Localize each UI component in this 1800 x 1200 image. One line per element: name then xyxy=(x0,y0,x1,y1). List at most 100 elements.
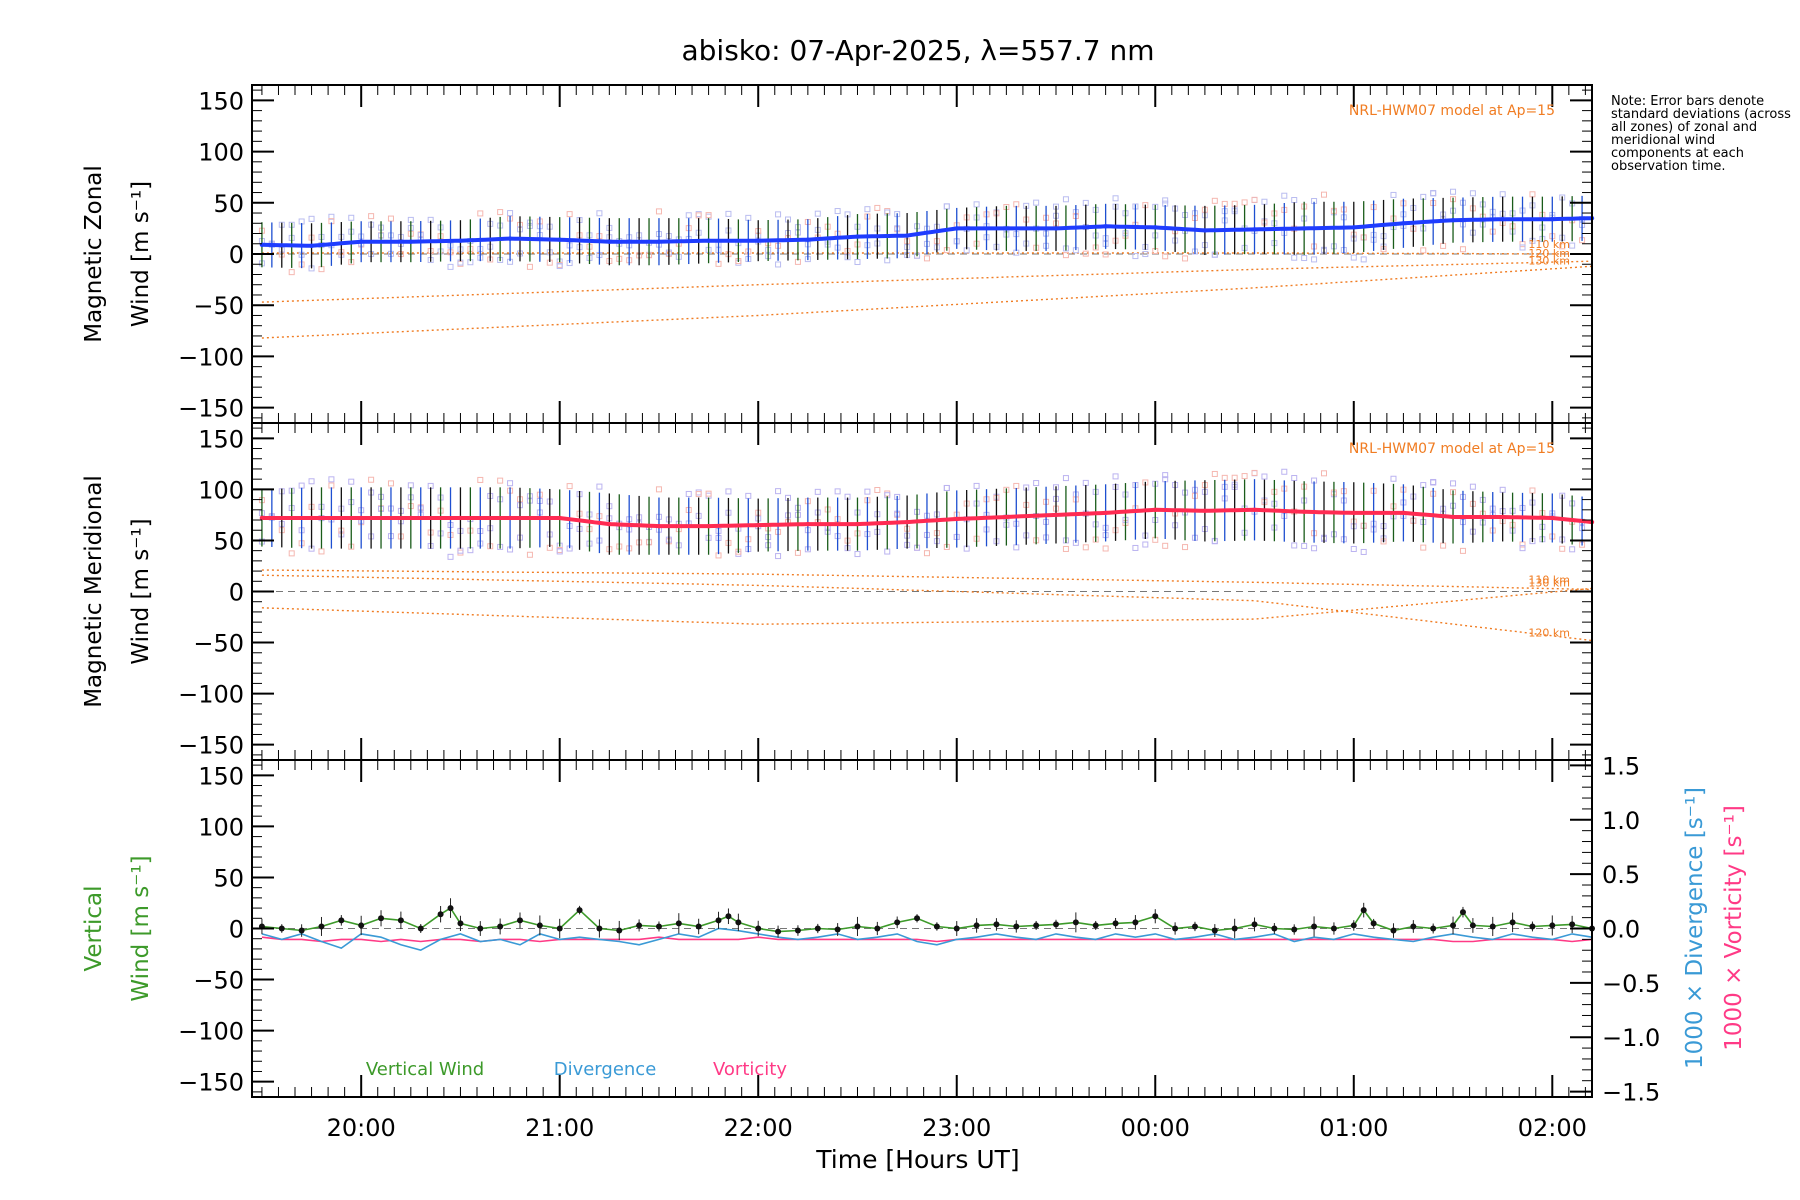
vorticity-axis-title: 1000 × Vorticity [s⁻¹] xyxy=(1721,805,1747,1051)
meridional-scatter-point xyxy=(1112,473,1119,480)
zonal-scatter-point xyxy=(943,203,950,210)
zonal-wind-point xyxy=(1500,216,1505,222)
meridional-model-curve-120km xyxy=(261,574,1593,642)
x-tick-label: 23:00 xyxy=(922,1114,991,1142)
meridional-scatter-point xyxy=(457,547,464,554)
meridional-scatter-point xyxy=(874,487,881,494)
vertical-wind-point xyxy=(1271,925,1278,932)
legend-vorticity: Vorticity xyxy=(713,1059,787,1080)
vertical-y-tick-label: −50 xyxy=(193,967,244,995)
vertical-wind-point xyxy=(1033,922,1040,929)
zonal-y-tick-label: 100 xyxy=(198,139,244,167)
zonal-scatter-point xyxy=(1519,241,1526,248)
zonal-scatter-point xyxy=(556,263,563,270)
zonal-scatter-point xyxy=(1569,242,1576,249)
vertical-y-tick-label: 100 xyxy=(198,813,244,841)
meridional-wind-point xyxy=(805,521,811,527)
meridional-scatter-point xyxy=(1559,545,1566,552)
meridional-scatter-point xyxy=(1440,542,1447,549)
meridional-scatter-point xyxy=(447,553,454,560)
vertical-wind-point xyxy=(933,923,940,930)
meridional-scatter-point xyxy=(308,478,315,485)
zonal-scatter-point xyxy=(1112,195,1119,202)
x-tick-label: 01:00 xyxy=(1319,1114,1388,1142)
meridional-wind-point xyxy=(1351,510,1356,516)
meridional-scatter-point xyxy=(1062,475,1069,482)
zonal-scatter-point xyxy=(1281,192,1288,199)
meridional-wind-point xyxy=(1301,509,1307,515)
vertical-wind-point xyxy=(358,922,365,929)
vertical-y-axis-title-1: Vertical xyxy=(81,885,107,971)
vertical-wind-point xyxy=(1430,925,1437,932)
vertical-wind-point xyxy=(755,925,762,932)
zonal-wind-point xyxy=(1351,225,1356,230)
zonal-scatter-point xyxy=(943,203,950,210)
vertical-wind-point xyxy=(675,920,682,927)
zonal-model-curve-130km xyxy=(261,265,1593,339)
x-tick-label: 00:00 xyxy=(1121,1114,1190,1142)
right-tick-label: 0.0 xyxy=(1602,916,1640,944)
meridional-scatter-point xyxy=(973,482,980,489)
meridional-wind-point xyxy=(1004,514,1009,520)
zonal-model-label-110km: 110 km xyxy=(1528,238,1570,251)
meridional-scatter-point xyxy=(1311,545,1318,552)
vertical-y-tick-label: −100 xyxy=(178,1018,244,1046)
meridional-wind-point xyxy=(1450,514,1456,520)
zonal-wind-point xyxy=(557,237,562,242)
vertical-wind-point xyxy=(1132,919,1139,926)
zonal-wind-point xyxy=(259,242,265,247)
vertical-wind-point xyxy=(1231,925,1238,932)
chart-title: abisko: 07-Apr-2025, λ=557.7 nm xyxy=(681,34,1154,67)
zonal-wind-point xyxy=(805,237,811,242)
vertical-wind-point xyxy=(1410,923,1417,930)
vertical-wind-point xyxy=(1013,923,1020,930)
vertical-wind-point xyxy=(1350,922,1357,929)
vertical-y-axis-title-2: Wind [m s⁻¹] xyxy=(128,855,154,1001)
meridional-scatter-point xyxy=(695,489,702,496)
x-tick-label: 21:00 xyxy=(525,1114,594,1142)
zonal-wind-point xyxy=(1450,218,1456,223)
zonal-wind-point xyxy=(1202,228,1208,233)
meridional-scatter-point xyxy=(884,490,891,497)
zonal-y-tick-label: 50 xyxy=(213,190,244,218)
right-tick-label: 1.0 xyxy=(1602,807,1640,835)
vertical-wind-point xyxy=(814,925,821,932)
zonal-wind-point xyxy=(1053,226,1059,231)
zonal-scatter-point xyxy=(775,211,782,218)
zonal-y-tick-label: −50 xyxy=(193,292,244,320)
vertical-wind-point xyxy=(725,913,732,920)
meridional-wind-point xyxy=(458,515,463,521)
zonal-scatter-point xyxy=(596,210,603,217)
vertical-wind-point xyxy=(1211,927,1218,934)
meridional-scatter-point xyxy=(1162,472,1169,479)
zonal-scatter-point xyxy=(864,206,871,213)
vertical-wind-point xyxy=(794,927,801,934)
vertical-wind-point xyxy=(1529,923,1536,930)
meridional-scatter-point xyxy=(328,476,335,483)
divergence-axis-title: 1000 × Divergence [s⁻¹] xyxy=(1682,787,1708,1069)
right-tick-label: −1.5 xyxy=(1602,1079,1660,1107)
vertical-wind-point xyxy=(1390,927,1397,934)
meridional-y-axis-title-2: Wind [m s⁻¹] xyxy=(128,518,154,664)
zonal-scatter-point xyxy=(695,211,702,218)
meridional-scatter-point xyxy=(298,482,305,489)
right-tick-label: −0.5 xyxy=(1602,970,1660,998)
zonal-scatter-point xyxy=(1430,189,1437,196)
meridional-wind-point xyxy=(904,519,910,525)
vertical-wind-point xyxy=(417,925,424,932)
meridional-scatter-point xyxy=(794,549,801,556)
meridional-scatter-point xyxy=(1519,541,1526,548)
meridional-scatter-point xyxy=(1082,544,1089,551)
vertical-wind-point xyxy=(1469,922,1476,929)
right-tick-label: 0.5 xyxy=(1602,861,1640,889)
meridional-scatter-point xyxy=(695,491,702,498)
meridional-scatter-point xyxy=(1211,470,1218,477)
zonal-wind-point xyxy=(309,243,314,249)
zonal-scatter-point xyxy=(854,259,861,266)
vertical-wind-point xyxy=(556,925,563,932)
zonal-scatter-point xyxy=(1082,250,1089,257)
meridional-y-tick-label: 100 xyxy=(198,476,244,504)
meridional-scatter-point xyxy=(943,484,950,491)
vertical-wind-point xyxy=(715,917,722,924)
meridional-scatter-point xyxy=(566,483,573,490)
